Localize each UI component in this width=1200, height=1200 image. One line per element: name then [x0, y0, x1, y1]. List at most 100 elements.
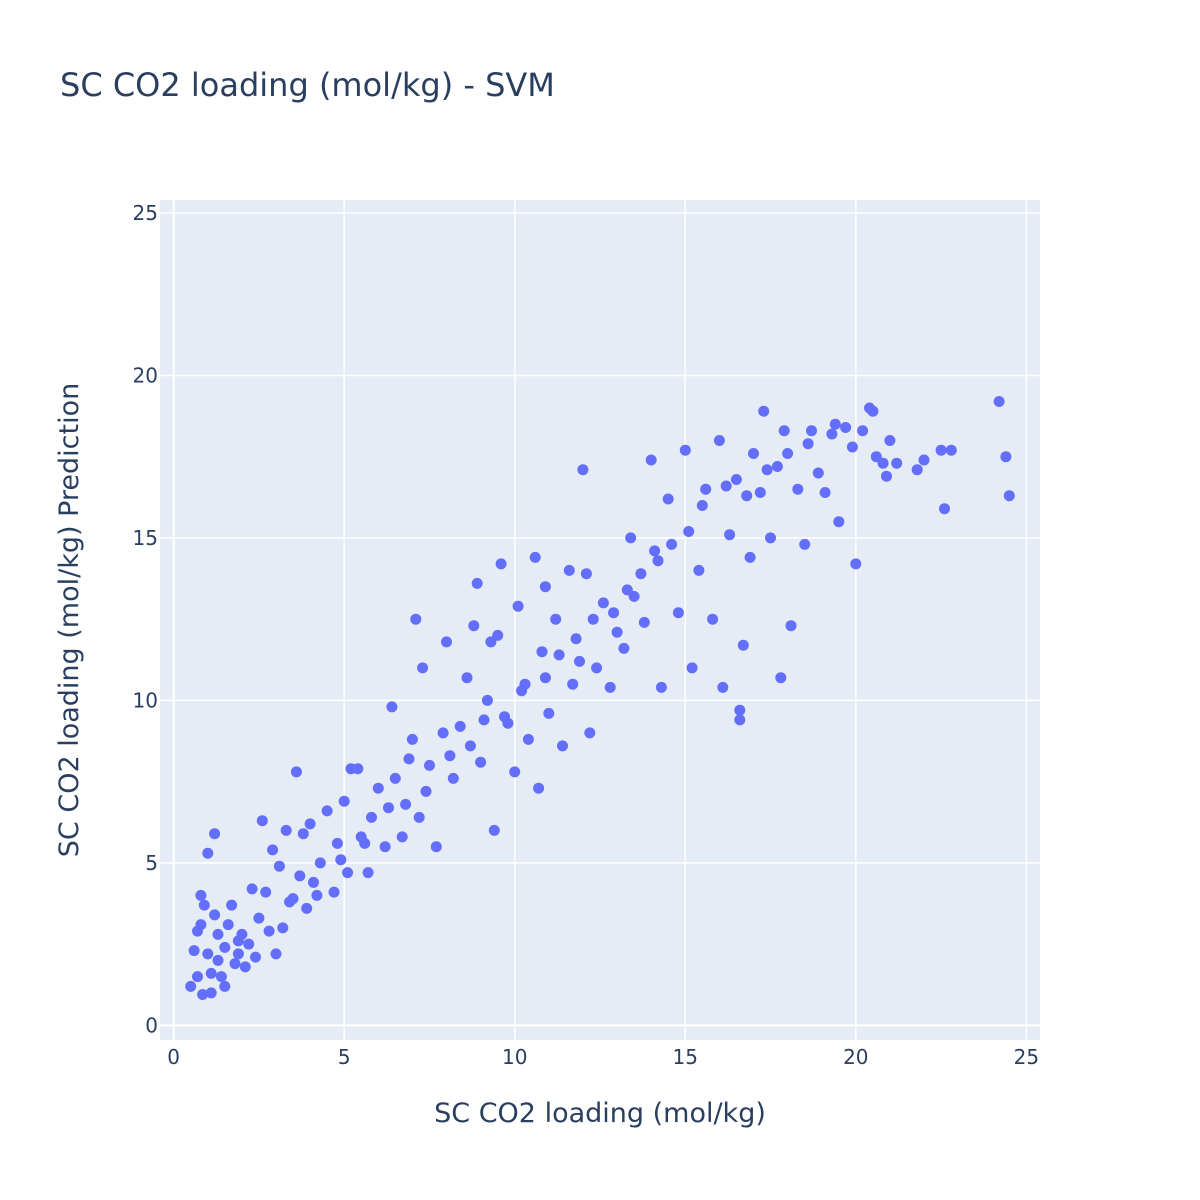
data-point	[386, 701, 398, 713]
data-point	[785, 620, 797, 632]
data-point	[754, 487, 766, 498]
data-point	[536, 646, 548, 658]
x-tick-label: 20	[843, 1045, 868, 1069]
data-point	[202, 847, 214, 859]
data-point	[939, 503, 950, 515]
data-point	[724, 529, 736, 541]
data-point	[539, 581, 551, 593]
y-tick-label: 25	[133, 201, 158, 225]
data-point	[655, 681, 667, 693]
data-point	[587, 613, 599, 625]
data-point	[331, 837, 343, 849]
data-point	[297, 828, 309, 840]
data-point	[891, 457, 903, 469]
data-point	[826, 428, 838, 440]
data-point	[717, 681, 729, 693]
data-point	[563, 564, 575, 576]
data-point	[239, 961, 251, 973]
data-point	[628, 590, 640, 602]
data-point	[197, 989, 209, 1000]
data-point	[945, 444, 957, 456]
data-point	[713, 435, 725, 446]
data-point	[232, 948, 244, 960]
data-point	[430, 841, 442, 853]
data-point	[188, 945, 200, 957]
data-point	[840, 422, 852, 433]
data-point	[683, 526, 695, 537]
data-point	[846, 441, 858, 453]
data-point	[226, 899, 238, 911]
data-point	[812, 467, 824, 479]
x-tick-label: 10	[502, 1045, 527, 1069]
data-point	[806, 425, 817, 437]
data-point	[287, 893, 299, 905]
data-point	[645, 454, 657, 466]
data-point	[372, 782, 384, 794]
data-point	[352, 763, 364, 775]
data-point	[516, 685, 528, 697]
data-point	[185, 980, 197, 992]
data-point	[311, 889, 323, 901]
data-point	[290, 766, 302, 778]
data-point	[396, 831, 408, 843]
data-point	[219, 941, 231, 953]
data-point	[734, 714, 746, 726]
data-point	[870, 451, 882, 463]
data-point	[209, 909, 221, 921]
data-point	[635, 568, 647, 580]
data-point	[301, 902, 313, 914]
data-point	[362, 867, 374, 879]
data-point	[342, 867, 354, 879]
data-point	[304, 818, 316, 830]
data-point	[475, 756, 487, 768]
grid-lines	[160, 200, 1040, 1040]
data-points	[185, 396, 1015, 1000]
data-point	[492, 629, 504, 641]
y-tick-label: 10	[133, 688, 158, 712]
data-point	[464, 740, 476, 752]
data-point	[219, 980, 231, 992]
x-tick-label: 5	[338, 1045, 351, 1069]
data-point	[918, 454, 930, 466]
data-point	[413, 811, 425, 823]
data-point	[417, 662, 429, 674]
data-point	[222, 919, 234, 931]
data-point	[509, 766, 521, 778]
data-point	[833, 516, 845, 528]
data-point	[420, 785, 432, 797]
data-point	[597, 597, 609, 609]
data-point	[522, 733, 534, 745]
data-point	[761, 464, 773, 476]
data-point	[485, 636, 497, 648]
data-point	[270, 948, 282, 960]
data-point	[250, 951, 261, 963]
data-point	[686, 662, 698, 674]
data-point	[198, 899, 210, 911]
data-point	[379, 841, 391, 853]
y-tick-label: 15	[133, 526, 158, 550]
data-point	[212, 954, 224, 966]
data-point	[591, 662, 603, 674]
data-point	[625, 532, 637, 544]
data-point	[359, 837, 371, 849]
data-point	[611, 626, 623, 638]
data-point	[468, 620, 480, 632]
data-point	[314, 857, 326, 869]
data-point	[580, 568, 592, 580]
data-point	[911, 464, 923, 476]
data-point	[499, 711, 510, 723]
y-tick-label: 5	[145, 851, 158, 875]
data-point	[608, 607, 620, 619]
y-tick-label: 20	[133, 363, 158, 387]
data-point	[383, 802, 394, 814]
data-point	[461, 672, 473, 684]
data-point	[577, 464, 589, 476]
data-point	[877, 457, 889, 469]
data-point	[730, 474, 742, 485]
data-point	[666, 538, 678, 550]
data-point	[471, 577, 483, 589]
data-point	[308, 876, 319, 888]
data-point	[444, 750, 456, 762]
chart-title: SC CO2 loading (mol/kg) - SVM	[60, 66, 555, 104]
data-point	[867, 405, 879, 417]
